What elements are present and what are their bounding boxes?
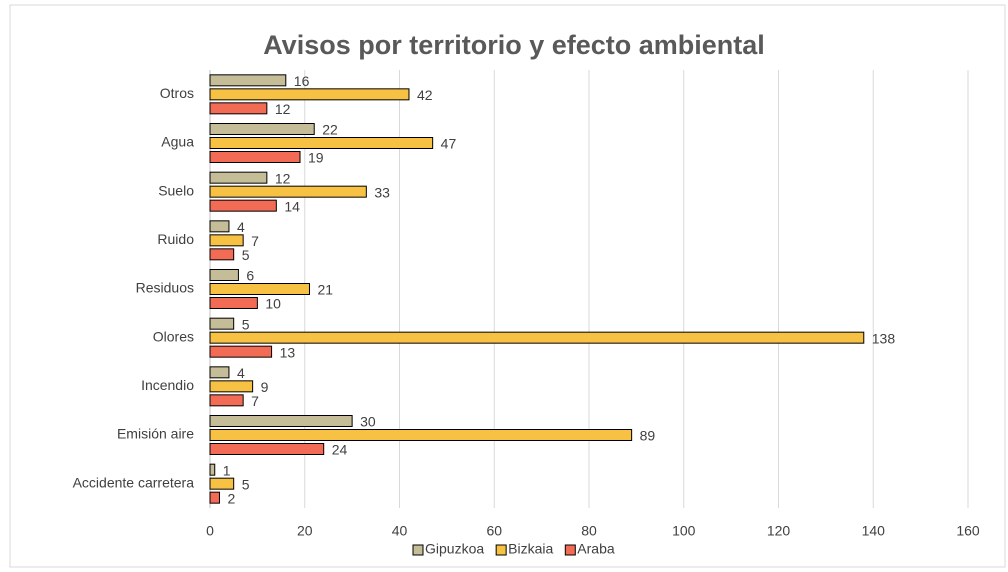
value-label: 22 — [322, 122, 338, 138]
x-tick-label: 100 — [672, 523, 696, 539]
chart-border — [9, 4, 1006, 568]
legend-label: Araba — [577, 541, 615, 557]
value-label: 1 — [223, 462, 231, 478]
bar — [209, 429, 633, 441]
bar — [209, 394, 244, 407]
value-label: 19 — [308, 150, 324, 166]
bar — [209, 248, 235, 261]
value-label: 12 — [275, 170, 291, 186]
bar — [209, 477, 235, 490]
value-label: 14 — [284, 198, 300, 214]
value-label: 30 — [360, 414, 376, 430]
bar — [209, 102, 268, 115]
x-tick-label: 0 — [206, 523, 214, 539]
bar — [209, 297, 258, 309]
y-tick-label: Ruido — [157, 231, 194, 247]
value-label: 5 — [242, 316, 250, 332]
legend-swatch — [412, 544, 424, 556]
x-tick-label: 160 — [956, 523, 980, 539]
y-tick-label: Otros — [160, 85, 194, 101]
x-tick-label: 120 — [767, 523, 791, 539]
bar — [209, 269, 239, 281]
value-label: 21 — [317, 282, 333, 298]
bar — [209, 345, 273, 358]
value-label: 4 — [237, 219, 245, 235]
value-label: 4 — [237, 365, 245, 381]
value-label: 13 — [280, 344, 296, 360]
bar — [209, 199, 277, 212]
value-label: 16 — [294, 73, 310, 89]
x-tick-label: 20 — [297, 523, 313, 539]
y-tick-label: Emisión aire — [117, 426, 194, 442]
value-label: 5 — [242, 247, 250, 263]
value-label: 138 — [872, 330, 896, 346]
legend-swatch — [564, 544, 576, 556]
bar — [209, 463, 216, 476]
x-tick-label: 60 — [486, 523, 502, 539]
value-label: 33 — [374, 184, 390, 200]
value-label: 5 — [242, 476, 250, 492]
bar — [209, 74, 287, 87]
legend-label: Bizkaia — [508, 541, 553, 557]
legend-label: Gipuzkoa — [425, 541, 484, 557]
bar — [209, 151, 301, 163]
bar — [209, 331, 865, 344]
bar — [209, 88, 410, 101]
bar — [209, 443, 325, 455]
bar — [209, 171, 268, 184]
chart-title: Avisos por territorio y efecto ambiental — [263, 30, 765, 60]
bar — [209, 137, 434, 149]
bar — [209, 317, 235, 330]
bar — [209, 415, 353, 427]
value-label: 10 — [265, 296, 281, 312]
y-tick-label: Suelo — [158, 182, 194, 198]
bar — [209, 123, 315, 135]
y-tick-label: Residuos — [136, 280, 194, 296]
bar — [209, 185, 367, 198]
value-label: 47 — [441, 136, 457, 152]
bar — [209, 234, 244, 247]
y-tick-label: Accidente carretera — [73, 474, 195, 490]
bar — [209, 491, 220, 504]
legend-swatch — [495, 544, 507, 556]
value-label: 2 — [227, 490, 235, 506]
value-label: 89 — [640, 428, 656, 444]
value-label: 7 — [251, 393, 259, 409]
bar — [209, 283, 310, 295]
y-tick-label: Agua — [161, 134, 194, 150]
bar — [209, 380, 254, 393]
value-label: 7 — [251, 233, 259, 249]
y-tick-label: Incendio — [141, 377, 194, 393]
x-tick-label: 40 — [392, 523, 408, 539]
value-label: 24 — [332, 442, 348, 458]
value-label: 9 — [261, 379, 269, 395]
value-label: 12 — [275, 101, 291, 117]
bar — [209, 366, 230, 379]
x-tick-label: 80 — [581, 523, 597, 539]
bar — [209, 220, 230, 233]
x-tick-label: 140 — [862, 523, 886, 539]
value-label: 6 — [246, 268, 254, 284]
value-label: 42 — [417, 87, 433, 103]
y-tick-label: Olores — [153, 328, 194, 344]
